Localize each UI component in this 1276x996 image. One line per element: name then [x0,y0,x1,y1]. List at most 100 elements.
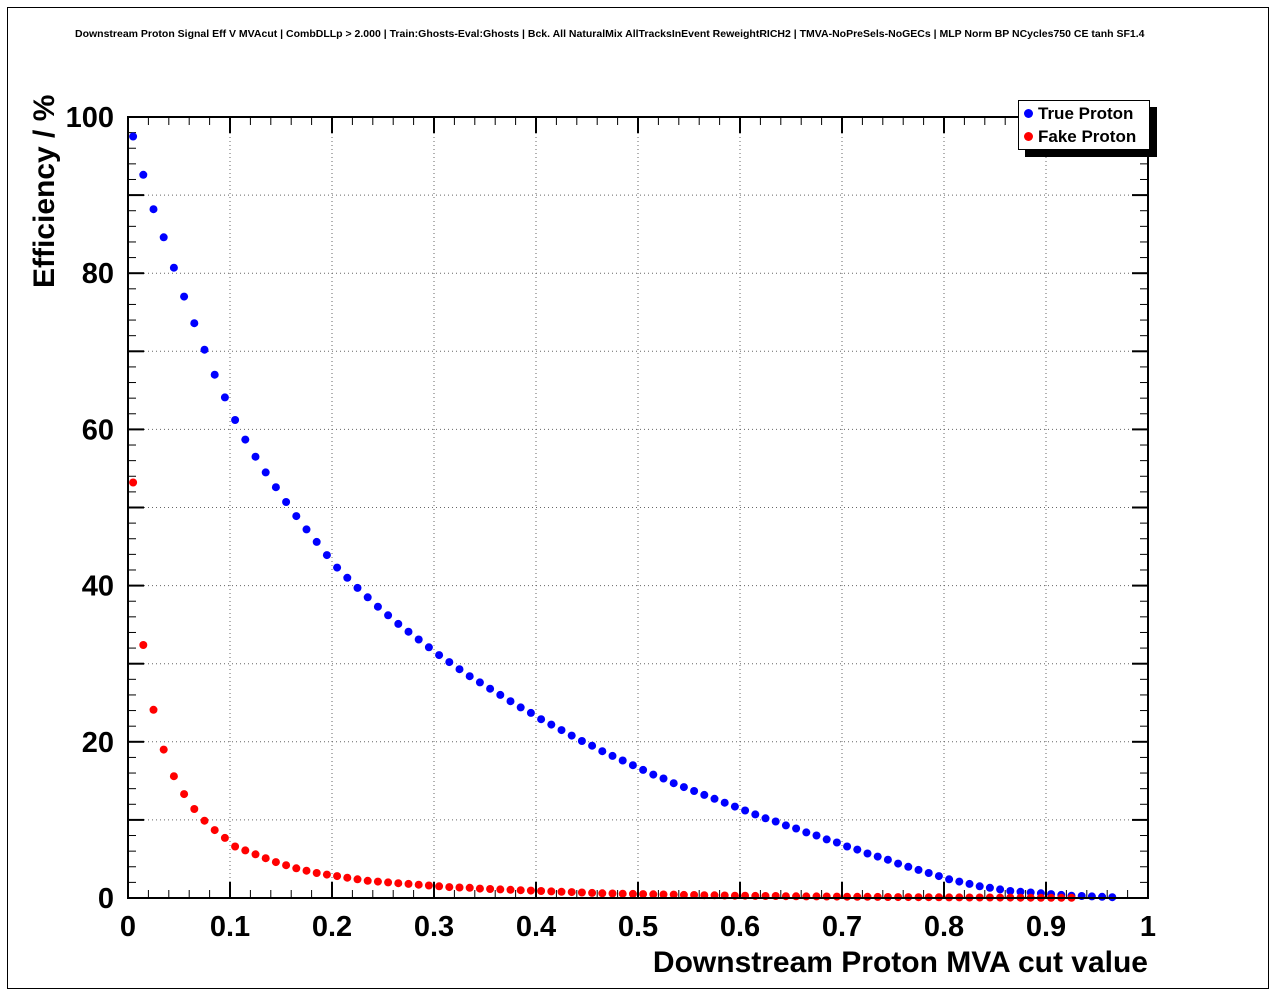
data-point [945,875,954,884]
data-point [516,886,525,895]
x-tick-label: 0.1 [210,911,250,943]
data-point [526,708,535,717]
data-point [792,824,801,833]
y-tick-label: 80 [82,258,114,290]
data-point [679,890,688,899]
data-point [843,892,852,901]
data-point [873,852,882,861]
data-point [373,877,382,886]
data-point [475,884,484,893]
data-point [231,416,240,424]
data-point [598,889,607,898]
data-point [241,846,250,855]
data-point [322,551,331,560]
data-point [955,877,964,886]
data-point [282,498,291,506]
data-point [628,889,637,898]
data-point [180,292,189,301]
data-point [343,873,352,882]
data-point [649,890,658,899]
data-point [618,889,627,898]
data-point [1098,892,1107,901]
data-point [1016,887,1025,896]
data-point [781,821,790,830]
data-point [455,883,464,892]
data-point [802,828,811,837]
data-point [812,831,821,840]
data-point [557,887,566,896]
data-point [720,798,729,807]
data-point [486,684,495,693]
data-point [914,865,923,874]
data-point [904,862,913,871]
y-tick-label: 40 [82,571,114,603]
data-point [547,887,556,896]
data-point [506,885,515,894]
x-tick-label: 0.3 [414,911,454,943]
data-point [169,263,178,272]
data-point [537,715,546,724]
data-point [985,883,994,892]
data-point [414,635,423,644]
data-point [139,641,148,649]
data-point [996,885,1005,894]
data-point [271,483,280,492]
data-point [608,889,617,898]
data-point [669,890,678,899]
data-point [853,845,862,854]
data-point [710,794,719,803]
data-point [934,872,943,881]
data-point [526,886,535,895]
y-tick-label: 20 [82,727,114,759]
y-tick-label: 100 [66,102,114,134]
data-point [302,525,311,534]
y-tick-label: 60 [82,414,114,446]
data-point [312,869,321,877]
data-point [404,879,413,888]
data-point [322,870,331,879]
x-axis-title: Downstream Proton MVA cut value [652,946,1148,979]
data-point [292,512,301,521]
data-point [975,882,984,891]
data-point [261,468,270,477]
data-point [241,435,250,444]
data-point [180,790,189,799]
x-tick-label: 0.7 [822,911,862,943]
x-tick-label: 0.9 [1026,911,1066,943]
x-tick-label: 1 [1140,911,1156,943]
data-point [435,651,444,660]
data-point [659,890,668,899]
x-tick-label: 0.2 [312,911,352,943]
legend-label: Fake Proton [1038,126,1137,146]
data-point [129,132,138,141]
legend-label: True Proton [1038,103,1134,123]
data-point [271,858,280,867]
data-point [679,783,688,792]
data-point [598,747,607,756]
data-point [424,881,433,890]
x-tick-label: 0.6 [720,911,760,943]
true-proton-marker-icon [1024,109,1033,118]
data-point [496,690,505,699]
data-point [435,882,444,891]
data-point [608,751,617,760]
data-point [567,731,576,740]
data-point [190,805,199,813]
data-point [863,849,872,858]
data-point [363,876,372,885]
legend-entry-true-proton: True Proton [1019,102,1149,125]
data-point [200,345,209,354]
data-point [690,787,699,795]
data-point [649,770,658,779]
data-point [384,878,393,887]
data-point [261,854,270,863]
data-point [159,745,168,754]
data-point [1087,892,1096,901]
legend-entry-fake-proton: Fake Proton [1019,125,1149,148]
data-point [659,774,668,783]
data-point [455,665,464,674]
data-point [282,861,291,870]
data-point [343,573,352,582]
